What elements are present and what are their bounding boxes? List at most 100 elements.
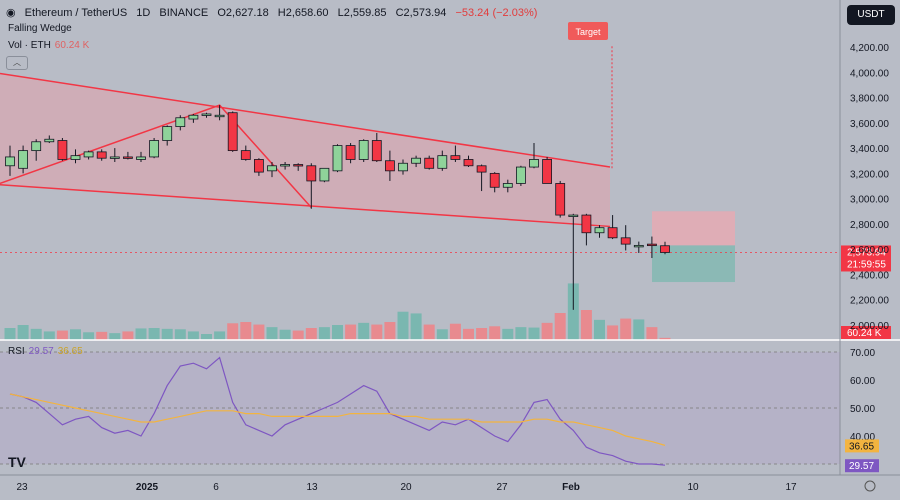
- candle-body[interactable]: [109, 156, 120, 159]
- candle-body[interactable]: [240, 150, 251, 160]
- symbol-name[interactable]: Ethereum / TetherUS: [24, 7, 128, 19]
- price-axis-label: 2,600.00: [850, 245, 889, 256]
- candle-body[interactable]: [660, 245, 670, 253]
- rsi-legend[interactable]: RSI 29.57 36.65: [8, 346, 83, 357]
- volume-tag-value: 60.24 K: [847, 328, 882, 339]
- candle-body[interactable]: [581, 214, 592, 234]
- candle-body[interactable]: [57, 140, 68, 160]
- indicator-name[interactable]: Falling Wedge: [8, 23, 72, 34]
- time-axis-label: 23: [16, 482, 28, 493]
- volume-bar: [594, 319, 605, 340]
- volume-bar: [187, 331, 199, 340]
- candle-body[interactable]: [96, 151, 107, 159]
- exchange: BINANCE: [159, 7, 209, 19]
- candle-body[interactable]: [647, 243, 657, 247]
- volume-bar: [214, 331, 226, 340]
- volume-bar: [646, 327, 658, 340]
- candle-body[interactable]: [227, 112, 238, 152]
- candle-body[interactable]: [502, 183, 513, 188]
- candle-body[interactable]: [542, 159, 552, 184]
- candle-body[interactable]: [70, 155, 81, 160]
- candle-body[interactable]: [371, 140, 382, 162]
- settings-icon[interactable]: [864, 480, 876, 492]
- candle-body[interactable]: [280, 164, 291, 167]
- candle-body[interactable]: [149, 140, 160, 158]
- volume-legend[interactable]: Vol · ETH 60.24 K: [8, 40, 89, 51]
- candle-body[interactable]: [123, 156, 133, 159]
- stop-loss-box: [652, 211, 735, 246]
- candle-body[interactable]: [450, 155, 461, 160]
- candle-body[interactable]: [18, 150, 29, 169]
- candle-body[interactable]: [398, 162, 408, 172]
- candle-body[interactable]: [384, 160, 395, 172]
- volume-legend-value: 60.24 K: [54, 40, 90, 51]
- wedge-lower-line: [0, 183, 611, 228]
- candle-body[interactable]: [489, 172, 500, 188]
- currency-button[interactable]: USDT: [847, 5, 895, 25]
- volume-bar: [528, 327, 540, 340]
- candle-body[interactable]: [437, 155, 448, 169]
- candle-body[interactable]: [516, 166, 526, 184]
- candle-body[interactable]: [594, 227, 605, 234]
- candle-body[interactable]: [162, 126, 173, 141]
- candle-body[interactable]: [44, 138, 55, 143]
- candle-body[interactable]: [476, 165, 487, 173]
- candle-body[interactable]: [529, 159, 539, 168]
- candle-body[interactable]: [267, 165, 277, 172]
- candle-body[interactable]: [31, 141, 42, 152]
- volume-bar: [554, 313, 566, 340]
- time-axis-label: 6: [213, 482, 219, 493]
- candle-body[interactable]: [306, 165, 317, 182]
- candle-body[interactable]: [5, 156, 15, 167]
- interval[interactable]: 1D: [136, 7, 151, 19]
- chevron-up-icon[interactable]: ︿: [6, 56, 28, 70]
- volume-label: Vol · ETH: [8, 40, 51, 51]
- volume-bar: [240, 322, 252, 340]
- time-axis-label: 20: [400, 482, 412, 493]
- candle-body[interactable]: [633, 244, 644, 248]
- rsi-tag-value: 29.57: [849, 461, 874, 472]
- candle-body[interactable]: [201, 113, 212, 116]
- volume-bar: [489, 326, 501, 340]
- volume-bar: [567, 283, 579, 340]
- volume-bar: [436, 329, 448, 340]
- candle-body[interactable]: [332, 145, 343, 172]
- candle-body[interactable]: [463, 159, 474, 167]
- candle-body[interactable]: [83, 151, 94, 158]
- candle-body[interactable]: [607, 227, 618, 239]
- change-value: −53.24 (−2.03%): [455, 7, 538, 19]
- price-axis-label: 4,200.00: [850, 43, 889, 54]
- tradingview-logo[interactable]: TV: [8, 454, 26, 470]
- volume-bar: [253, 324, 265, 340]
- candle-body[interactable]: [214, 114, 225, 118]
- rsi-axis-label: 70.00: [850, 348, 875, 359]
- candle-body[interactable]: [253, 159, 264, 173]
- volume-bar: [174, 329, 186, 340]
- volume-bar: [148, 328, 160, 340]
- volume-bar: [30, 328, 42, 340]
- candle-body[interactable]: [136, 156, 146, 160]
- candle-body[interactable]: [358, 140, 369, 160]
- candle-body[interactable]: [568, 214, 579, 217]
- candle-body[interactable]: [188, 114, 199, 120]
- candle-body[interactable]: [345, 145, 356, 160]
- volume-bar: [633, 319, 645, 340]
- volume-bar: [620, 318, 632, 340]
- candle-body[interactable]: [424, 157, 435, 169]
- candle-body[interactable]: [293, 164, 304, 167]
- volume-bar: [449, 323, 461, 340]
- open-value: O2,627.18: [217, 7, 269, 19]
- candle-body[interactable]: [175, 117, 186, 128]
- volume-bar: [476, 328, 488, 340]
- candle-body[interactable]: [411, 157, 422, 164]
- candle-body[interactable]: [620, 237, 631, 245]
- current-price-value: 2,573.94: [847, 247, 886, 258]
- candle-body[interactable]: [555, 183, 566, 216]
- current-price-tag: [841, 245, 891, 272]
- candle-body[interactable]: [319, 167, 330, 182]
- rsi-ma-tag-value: 36.65: [849, 441, 874, 452]
- rsi-axis-label: 60.00: [850, 376, 875, 387]
- rsi-value: 29.57: [28, 346, 54, 357]
